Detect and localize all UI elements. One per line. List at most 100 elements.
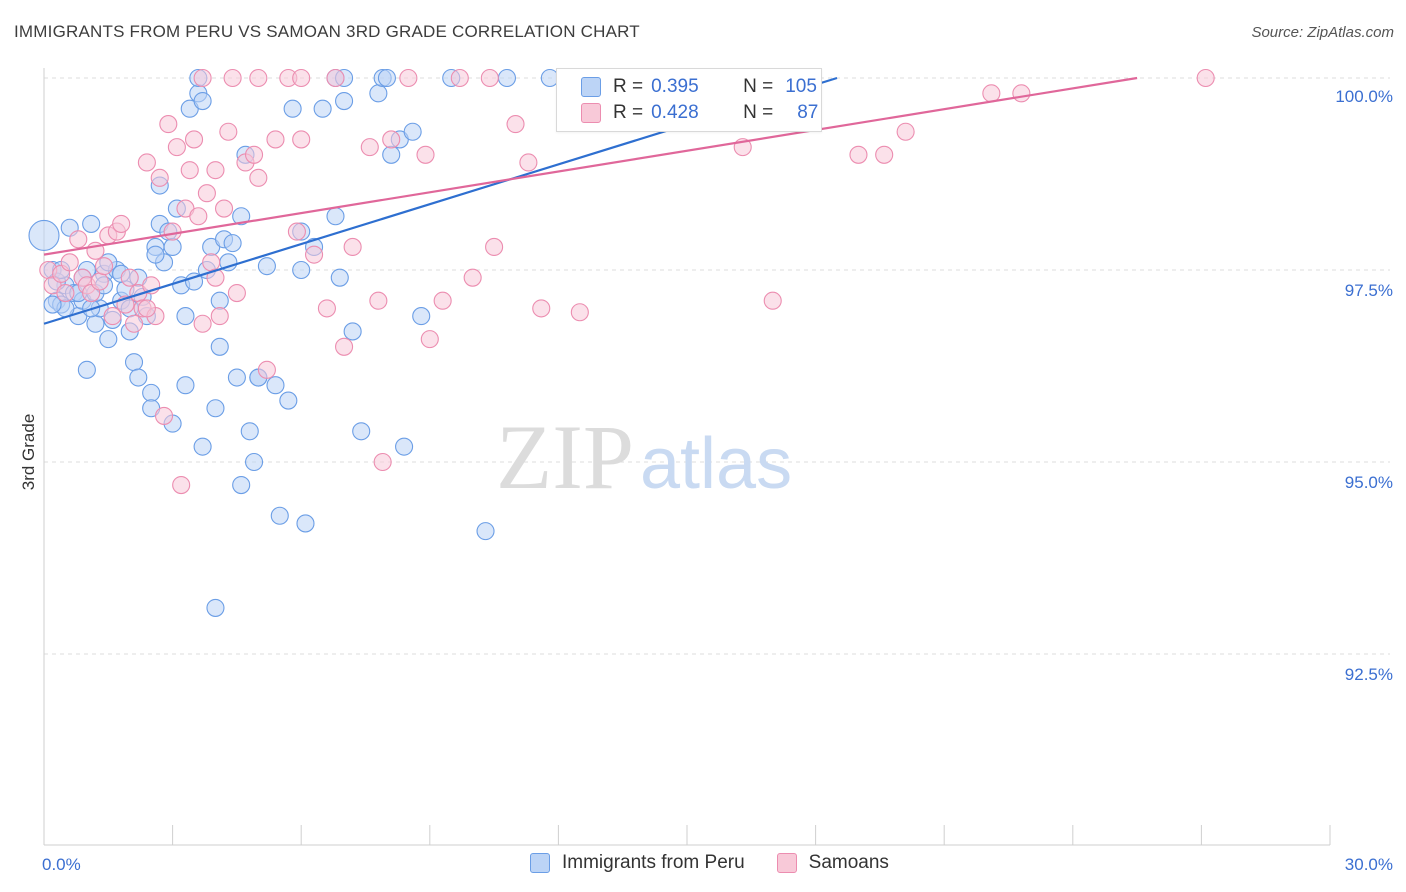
- peru-point: [330, 268, 349, 287]
- peru-point: [313, 99, 332, 118]
- series-legend: Immigrants from Peru Samoans: [530, 852, 921, 874]
- samoans-point: [210, 307, 229, 326]
- samoans-point: [219, 122, 238, 141]
- legend-row-samoans: R = 0.428 N = 87: [581, 100, 818, 126]
- y-tick-label: 100.0%: [1335, 87, 1393, 106]
- samoans-point: [227, 283, 246, 303]
- samoans-point: [257, 360, 276, 379]
- samoans-point: [360, 138, 379, 157]
- samoans-point: [244, 145, 264, 164]
- samoans-point: [532, 299, 551, 318]
- samoans-point: [416, 145, 435, 164]
- samoans-point: [485, 237, 504, 257]
- samoans-point: [480, 68, 499, 88]
- n-label: N =: [743, 76, 774, 97]
- peru-point: [283, 99, 302, 118]
- samoans-point: [197, 184, 216, 203]
- samoans-point: [193, 68, 212, 88]
- samoans-point: [103, 307, 122, 326]
- samoans-point: [369, 291, 388, 310]
- samoans-point: [399, 68, 418, 88]
- samoans-trend-line: [43, 76, 1138, 256]
- samoans-point: [382, 130, 401, 149]
- peru-point: [292, 260, 311, 280]
- peru-point: [257, 257, 276, 276]
- samoans-point: [172, 475, 191, 495]
- samoans-point: [56, 283, 75, 303]
- samoans-point: [1012, 84, 1031, 103]
- peru-point: [176, 376, 195, 395]
- samoans-point: [167, 138, 186, 157]
- peru-point: [146, 245, 165, 264]
- samoans-point: [94, 257, 114, 276]
- samoans-point: [60, 253, 79, 272]
- samoans-point: [317, 299, 336, 318]
- y-axis-label: 3rd Grade: [19, 414, 38, 491]
- samoans-swatch: [581, 103, 601, 123]
- peru-point: [335, 91, 354, 111]
- peru-point: [270, 506, 289, 525]
- samoans-point: [292, 130, 311, 149]
- samoans-point: [849, 145, 868, 164]
- peru-point: [129, 368, 148, 387]
- samoans-point: [433, 291, 452, 310]
- peru-point: [497, 68, 517, 88]
- samoans-point: [463, 268, 482, 287]
- watermark: ZIP atlas: [496, 406, 792, 508]
- samoans-point: [287, 222, 306, 241]
- samoans-point: [163, 222, 182, 241]
- peru-point: [279, 391, 298, 410]
- samoans-point: [214, 199, 234, 218]
- samoans-point: [506, 115, 525, 134]
- peru-point: [382, 145, 401, 164]
- peru-point: [77, 360, 96, 379]
- peru-point: [232, 207, 251, 226]
- axes: [43, 68, 1331, 846]
- peru-point: [240, 422, 259, 441]
- r-value-peru: 0.395: [651, 76, 699, 97]
- samoans-point: [189, 207, 208, 226]
- peru-point: [193, 91, 212, 111]
- peru-point: [476, 522, 495, 541]
- samoans-point: [69, 230, 88, 249]
- y-tick-label: 97.5%: [1345, 281, 1393, 300]
- samoans-point: [159, 115, 178, 134]
- peru-point: [232, 475, 251, 495]
- peru-point: [99, 330, 118, 349]
- samoans-point: [184, 130, 204, 149]
- samoans-legend-swatch: [776, 853, 797, 873]
- peru-legend-swatch: [530, 853, 550, 873]
- peru-point: [223, 234, 242, 253]
- samoans-point: [137, 299, 156, 318]
- n-label: N =: [743, 102, 774, 123]
- samoans-point: [137, 153, 156, 172]
- samoans-point: [206, 268, 225, 287]
- r-label: R =: [613, 102, 644, 123]
- peru-point: [43, 295, 62, 314]
- samoans-point: [982, 84, 1001, 103]
- samoans-point: [249, 168, 268, 187]
- correlation-legend: R = 0.395 N = 105 R = 0.428 N = 87: [556, 68, 822, 132]
- peru-point: [82, 214, 101, 233]
- peru-point: [395, 437, 414, 456]
- peru-point: [403, 122, 422, 141]
- r-label: R =: [613, 76, 644, 97]
- samoans-point: [193, 314, 212, 333]
- samoans-point: [180, 161, 199, 180]
- legend-item-peru[interactable]: Immigrants from Peru: [530, 852, 745, 874]
- peru-point: [343, 322, 362, 341]
- samoans-point: [292, 68, 311, 88]
- samoans-point: [326, 68, 345, 88]
- y-tick-label: 92.5%: [1345, 665, 1393, 684]
- samoans-point: [420, 330, 439, 349]
- tick-labels: 92.5% 95.0% 97.5% 100.0% 0.0% 30.0%: [42, 87, 1393, 874]
- samoans-point: [335, 337, 354, 356]
- r-value-samoans: 0.428: [651, 102, 699, 123]
- peru-point: [210, 291, 229, 310]
- peru-point: [227, 368, 246, 387]
- chart-title: IMMIGRANTS FROM PERU VS SAMOAN 3RD GRADE…: [14, 22, 640, 41]
- legend-row-peru: R = 0.395 N = 105: [581, 74, 817, 100]
- peru-point: [206, 399, 225, 418]
- legend-item-samoans[interactable]: Samoans: [776, 852, 889, 874]
- samoans-point: [570, 303, 589, 322]
